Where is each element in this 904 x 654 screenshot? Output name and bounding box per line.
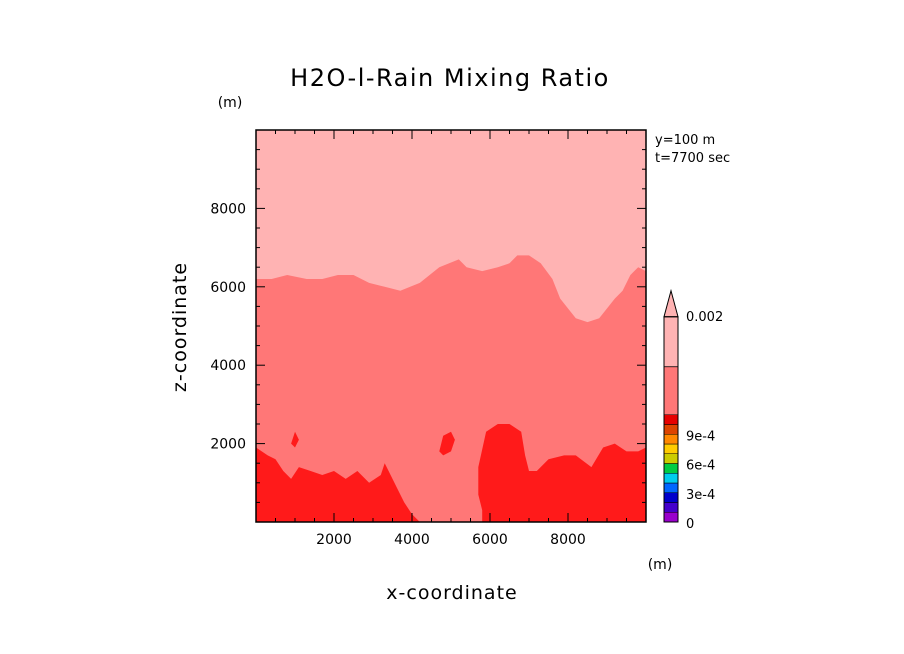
t-annotation: t=7700 sec <box>655 151 730 166</box>
colorbar-segment <box>663 463 679 474</box>
colorbar-frame <box>663 316 679 523</box>
chart-title: H2O-l-Rain Mixing Ratio <box>290 64 610 92</box>
colorbar-segment <box>663 366 679 415</box>
y-tick-label: 2000 <box>210 437 246 453</box>
y-axis-label: z-coordinate <box>169 262 191 392</box>
y-tick-label: 8000 <box>210 201 246 217</box>
colorbar-segment <box>663 453 679 464</box>
colorbar: 0.002 9e-4 6e-4 3e-4 0 <box>663 288 723 532</box>
x-tick-label: 8000 <box>550 532 586 548</box>
lower-red-region-right <box>478 424 646 522</box>
x-axis-label: x-coordinate <box>386 582 517 604</box>
colorbar-segment <box>663 434 679 445</box>
colorbar-segment <box>663 502 679 513</box>
colorbar-segment <box>663 492 679 503</box>
y-tick-label: 4000 <box>210 358 246 374</box>
mid-salmon-region <box>256 255 646 522</box>
colorbar-label: 9e-4 <box>686 429 715 444</box>
colorbar-label: 0.002 <box>686 310 723 325</box>
red-blob-left <box>291 431 299 448</box>
y-annotation: y=100 m <box>655 133 715 148</box>
colorbar-segment <box>663 414 679 425</box>
x-tick-label: 4000 <box>394 532 430 548</box>
colorbar-label: 3e-4 <box>686 488 715 503</box>
plot-area <box>256 130 646 522</box>
x-unit-label: (m) <box>648 557 673 573</box>
colorbar-extend-arrow <box>663 288 679 318</box>
colorbar-segment <box>663 424 679 435</box>
z-unit-label: (m) <box>218 95 243 111</box>
colorbar-segment <box>663 473 679 484</box>
colorbar-label: 6e-4 <box>686 459 715 474</box>
colorbar-segment <box>663 443 679 454</box>
lower-red-region <box>256 447 420 522</box>
axes: 2000 4000 6000 8000 2000 4000 6000 8000 <box>210 129 647 548</box>
colorbar-segment-top <box>663 316 679 368</box>
x-tick-label: 2000 <box>316 532 352 548</box>
colorbar-segment <box>663 512 679 523</box>
colorbar-label: 0 <box>686 517 694 532</box>
colorbar-segment <box>663 482 679 493</box>
x-tick-label: 6000 <box>472 532 508 548</box>
y-tick-label: 6000 <box>210 280 246 296</box>
red-blob-center <box>439 431 455 456</box>
